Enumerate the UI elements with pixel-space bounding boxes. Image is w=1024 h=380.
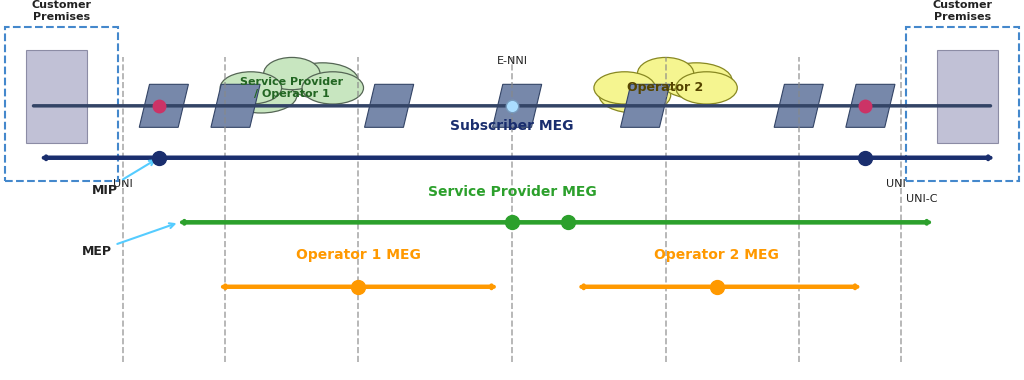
Ellipse shape xyxy=(637,57,694,90)
Text: Customer
Premises: Customer Premises xyxy=(933,0,992,22)
Text: Operator 1 MEG: Operator 1 MEG xyxy=(296,248,421,262)
Text: Operator 2 MEG: Operator 2 MEG xyxy=(654,248,779,262)
Text: UNI-C: UNI-C xyxy=(906,194,938,204)
Text: E-NNI: E-NNI xyxy=(497,56,527,66)
Polygon shape xyxy=(774,84,823,127)
Text: Operator 2: Operator 2 xyxy=(628,81,703,94)
Ellipse shape xyxy=(660,63,732,99)
Text: Customer
Premises: Customer Premises xyxy=(32,0,91,22)
Text: Service Provider
/ Operator 1: Service Provider / Operator 1 xyxy=(241,77,343,99)
Polygon shape xyxy=(139,84,188,127)
Text: Service Provider MEG: Service Provider MEG xyxy=(428,185,596,199)
FancyBboxPatch shape xyxy=(26,50,87,144)
Text: MIP: MIP xyxy=(92,160,155,196)
Ellipse shape xyxy=(599,77,671,113)
Text: MEP: MEP xyxy=(82,223,174,258)
Ellipse shape xyxy=(225,77,297,113)
Ellipse shape xyxy=(263,57,319,90)
Polygon shape xyxy=(846,84,895,127)
Polygon shape xyxy=(621,84,670,127)
FancyBboxPatch shape xyxy=(937,50,998,144)
Polygon shape xyxy=(493,84,542,127)
Ellipse shape xyxy=(302,72,364,104)
Polygon shape xyxy=(211,84,260,127)
Text: UNI: UNI xyxy=(886,179,906,189)
Polygon shape xyxy=(365,84,414,127)
Text: UNI: UNI xyxy=(113,179,133,189)
Ellipse shape xyxy=(287,63,358,99)
Ellipse shape xyxy=(676,72,737,104)
Ellipse shape xyxy=(594,72,655,104)
Ellipse shape xyxy=(220,72,282,104)
Text: Subscriber MEG: Subscriber MEG xyxy=(451,119,573,133)
